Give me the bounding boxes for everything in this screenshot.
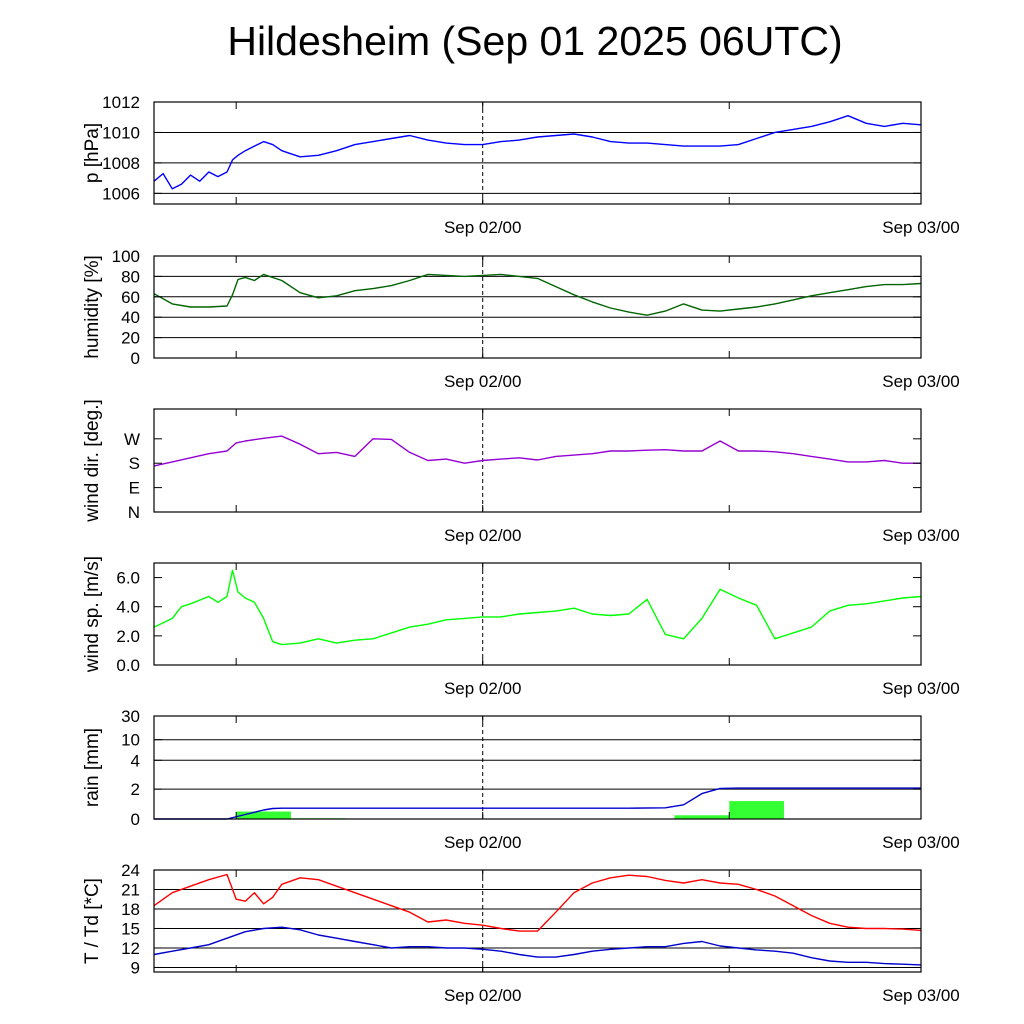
chart-panel-3: 0.0 2.0 4.0 6.0 Sep 02/00 Sep 03/00 wind sp. [… — [82, 556, 960, 698]
chart-panel-0: 1006 1008 1010 1012 Sep 02/00 Sep 03/00 p [hPa… — [82, 93, 960, 237]
x-tick-label: Sep 03/00 — [882, 986, 960, 1005]
plot-frame — [153, 715, 922, 820]
y-tick-label: 10 — [121, 731, 140, 750]
y-tick-label: S — [129, 454, 140, 473]
y-tick-label: 4.0 — [116, 598, 140, 617]
y-axis-label: p [hPa] — [82, 123, 103, 183]
y-axis-label: rain [mm] — [82, 728, 103, 807]
y-tick-label: 2 — [131, 780, 140, 799]
y-tick-label: E — [129, 479, 140, 498]
plot-frame — [153, 255, 922, 359]
y-tick-label: 0 — [131, 810, 140, 829]
y-tick-label: 1010 — [102, 123, 140, 142]
x-tick-label: Sep 03/00 — [882, 679, 960, 698]
y-tick-label: 100 — [112, 247, 140, 266]
y-tick-label: 20 — [121, 329, 140, 348]
y-tick-label: 1006 — [102, 184, 140, 203]
y-tick-label: 15 — [121, 919, 140, 938]
y-tick-label: W — [124, 430, 140, 449]
y-tick-label: 0 — [131, 349, 140, 368]
rain-bar — [674, 815, 730, 819]
plot-frame — [153, 562, 922, 666]
y-axis-label: T / Td [*C] — [82, 878, 103, 964]
series-line-0 — [153, 435, 921, 467]
series-line-0 — [153, 114, 922, 190]
y-tick-label: 1012 — [102, 93, 140, 112]
plot-frame — [153, 408, 922, 513]
plot-frame — [153, 869, 922, 973]
y-tick-label: 4 — [131, 751, 140, 770]
y-axis-label: wind dir. [deg.] — [82, 399, 103, 523]
y-tick-label: 9 — [131, 958, 140, 977]
y-tick-label: 2.0 — [116, 627, 140, 646]
x-tick-label: Sep 02/00 — [444, 526, 522, 545]
y-tick-label: 1008 — [102, 154, 140, 173]
page-title: Hildesheim (Sep 01 2025 06UTC) — [227, 18, 843, 64]
x-tick-label: Sep 02/00 — [444, 218, 522, 237]
plot-frame — [153, 101, 922, 205]
rain-bar — [236, 811, 291, 819]
y-tick-label: 21 — [121, 880, 140, 899]
x-tick-label: Sep 03/00 — [882, 372, 960, 391]
x-tick-label: Sep 02/00 — [444, 679, 522, 698]
y-tick-label: 60 — [121, 288, 140, 307]
y-tick-label: 6.0 — [116, 569, 140, 588]
x-tick-label: Sep 02/00 — [444, 833, 522, 852]
x-tick-label: Sep 03/00 — [882, 833, 960, 852]
y-tick-label: N — [128, 503, 140, 522]
y-tick-label: 18 — [121, 900, 140, 919]
series-line-0 — [153, 873, 922, 932]
series-line-0 — [153, 569, 922, 646]
y-axis-label: humidity [%] — [82, 255, 103, 358]
y-tick-label: 12 — [121, 939, 140, 958]
x-tick-label: Sep 02/00 — [444, 372, 522, 391]
rain-bar — [729, 801, 785, 819]
y-tick-label: 0.0 — [116, 656, 140, 675]
x-tick-label: Sep 03/00 — [882, 218, 960, 237]
y-tick-label: 40 — [121, 308, 140, 327]
y-axis-label: wind sp. [m/s] — [82, 556, 103, 673]
y-tick-label: 30 — [121, 707, 140, 726]
y-tick-label: 80 — [121, 267, 140, 286]
series-line-0 — [154, 787, 921, 820]
x-tick-label: Sep 03/00 — [882, 526, 960, 545]
chart-panel-4: 0 2 410 30 Sep 02/00 Sep 03/00 rain [mm] — [82, 707, 960, 852]
y-tick-label: 24 — [121, 861, 140, 880]
series-line-0 — [153, 273, 922, 316]
x-tick-label: Sep 02/00 — [444, 986, 522, 1005]
series-line-1 — [153, 926, 922, 966]
